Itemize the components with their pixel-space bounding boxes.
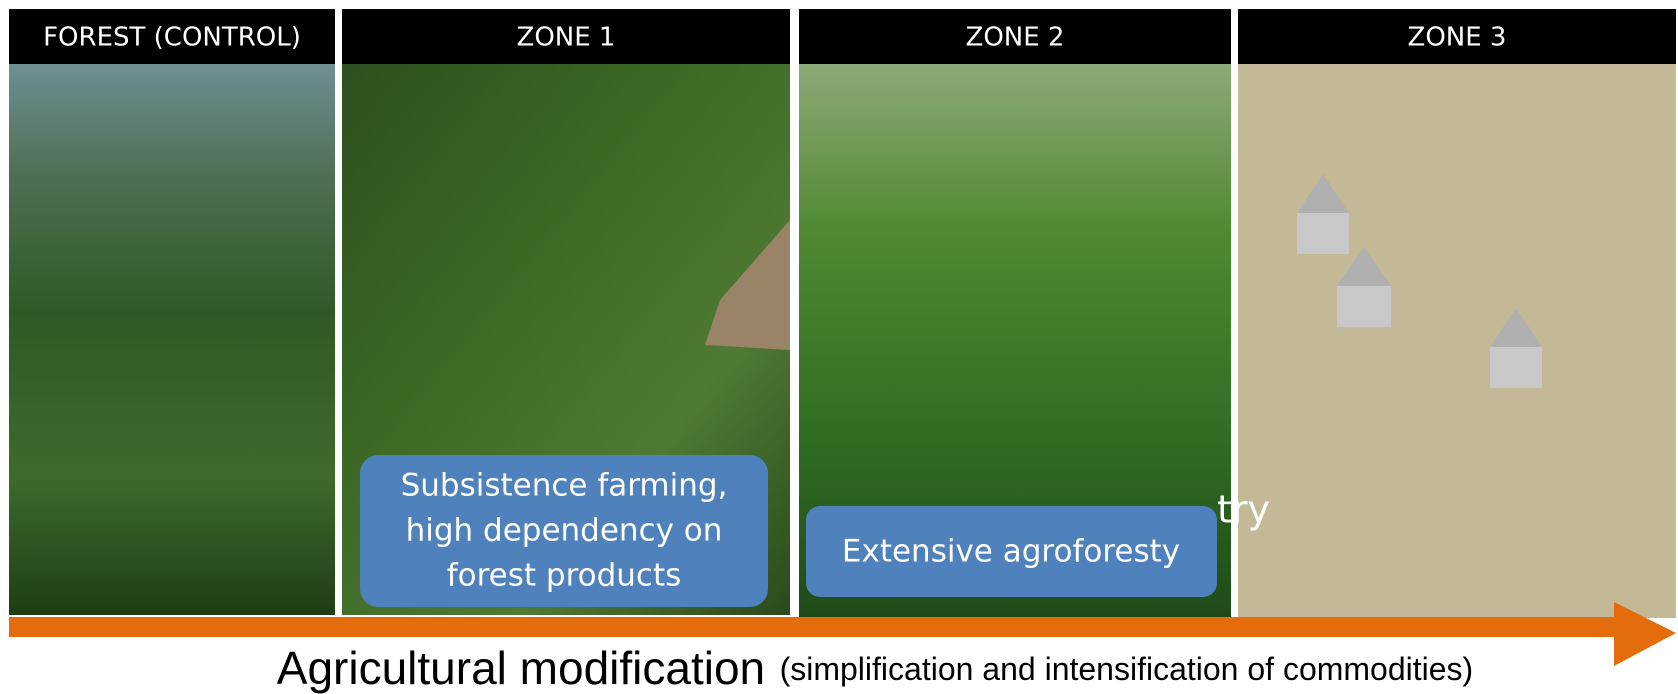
- axis-label: Agricultural modification (simplificatio…: [277, 642, 1473, 694]
- forest-photo: [9, 64, 335, 615]
- caption-line: Extensive agroforesty: [842, 534, 1180, 570]
- diagram: FOREST (CONTROL) ZONE 1 ZONE 2 ZONE 3 tr…: [0, 0, 1678, 694]
- zone-header: ZONE 2: [966, 23, 1065, 53]
- axis-title: Agricultural modification: [277, 642, 765, 694]
- caption-line: Subsistence farming,: [401, 468, 728, 504]
- axis-note: (simplification and intensification of c…: [780, 651, 1474, 687]
- caption-line: high dependency on: [406, 513, 723, 549]
- zone-header: ZONE 1: [517, 23, 616, 53]
- zone3-field: [1238, 64, 1676, 618]
- zone-headers: FOREST (CONTROL) ZONE 1 ZONE 2 ZONE 3: [9, 9, 1676, 64]
- caption-line: forest products: [447, 558, 682, 594]
- zone-header: FOREST (CONTROL): [43, 23, 301, 53]
- text-fragment: try: [1217, 488, 1270, 532]
- zone-header: ZONE 3: [1408, 23, 1507, 53]
